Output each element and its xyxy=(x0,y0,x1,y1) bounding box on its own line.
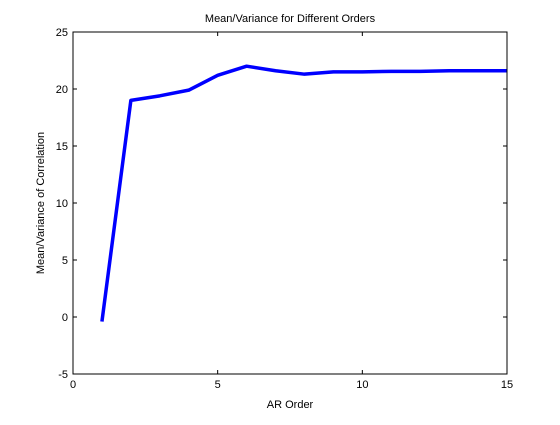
y-tick-label: -5 xyxy=(58,369,68,381)
x-tick-label: 5 xyxy=(215,379,221,391)
x-axis-label: AR Order xyxy=(267,399,314,411)
series-line xyxy=(100,64,507,322)
x-tick-label: 10 xyxy=(356,379,368,391)
y-tick-layer: -5 0 5 10 15 20 25 xyxy=(56,27,507,381)
y-axis-label: Mean/Variance of Correlation xyxy=(35,132,47,274)
y-tick-label: 10 xyxy=(56,198,68,210)
chart-title: Mean/Variance for Different Orders xyxy=(205,13,376,25)
series-layer xyxy=(100,64,507,322)
x-tick-layer: 0 5 10 15 xyxy=(70,32,513,391)
y-tick-label: 25 xyxy=(56,27,68,39)
y-tick-label: 5 xyxy=(62,255,68,267)
x-tick-label: 0 xyxy=(70,379,76,391)
y-tick-label: 0 xyxy=(62,312,68,324)
x-tick-label: 15 xyxy=(501,379,513,391)
plot-area xyxy=(73,32,507,374)
y-tick-label: 15 xyxy=(56,141,68,153)
y-tick-label: 20 xyxy=(56,84,68,96)
